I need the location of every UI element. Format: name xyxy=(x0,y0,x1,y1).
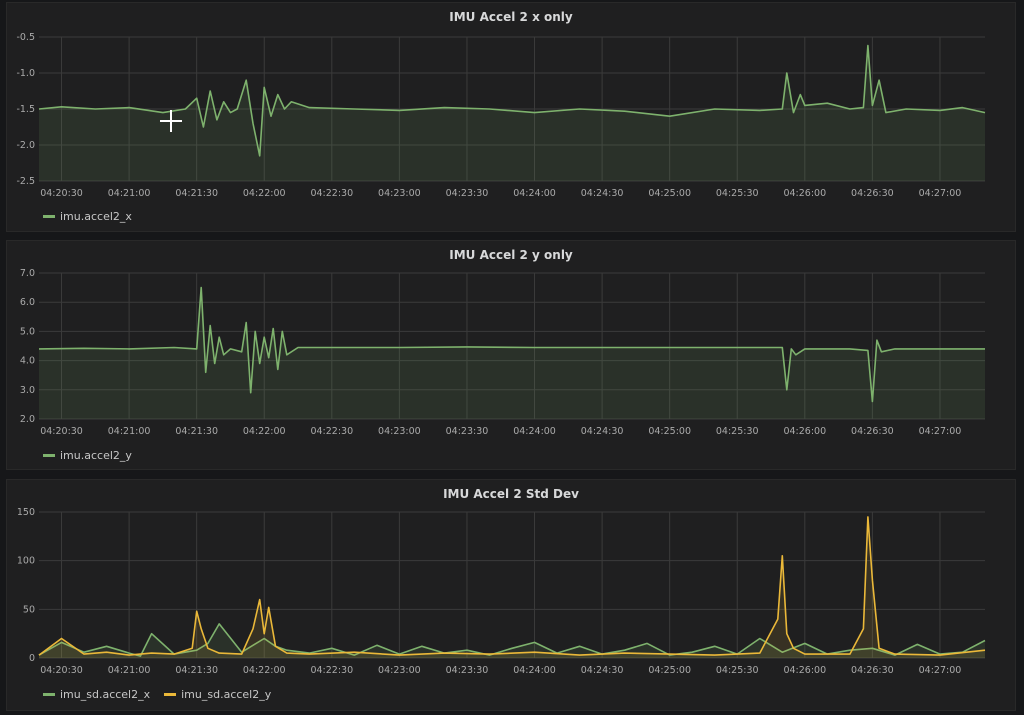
legend-item-sd-accel2-y[interactable]: imu_sd.accel2_y xyxy=(164,688,271,701)
x-tick-label: 04:22:30 xyxy=(310,426,353,437)
x-tick-label: 04:27:00 xyxy=(919,426,962,437)
series-line xyxy=(38,44,986,157)
x-tick-label: 04:24:00 xyxy=(513,188,556,199)
x-tick-label: 04:23:30 xyxy=(446,426,489,437)
y-tick-label: -2.0 xyxy=(16,140,35,151)
panel-accel-x: IMU Accel 2 x only -0.5 -1.0 -1.5 -2.0 -2.5 0… xyxy=(6,2,1016,232)
x-tick-label: 04:22:00 xyxy=(243,665,286,676)
series-area xyxy=(39,516,985,658)
y-tick-label: 0 xyxy=(29,653,35,664)
y-tick-label: 150 xyxy=(17,507,35,518)
x-tick-label: 04:22:00 xyxy=(243,188,286,199)
legend-swatch xyxy=(43,693,55,696)
series-line xyxy=(38,286,985,403)
chart-accel-x: -0.5 -1.0 -1.5 -2.0 -2.5 04:20:30 04:21:00 04:2… xyxy=(16,32,986,199)
x-tick-label: 04:23:00 xyxy=(378,426,421,437)
x-tick-label: 04:23:00 xyxy=(378,188,421,199)
x-tick-label: 04:26:30 xyxy=(851,426,894,437)
x-tick-label: 04:23:30 xyxy=(446,188,489,199)
y-tick-label: -1.0 xyxy=(16,68,35,79)
x-tick-label: 04:21:30 xyxy=(175,426,218,437)
x-tick-label: 04:20:30 xyxy=(40,426,83,437)
panel-title[interactable]: IMU Accel 2 Std Dev xyxy=(443,487,579,501)
series-line xyxy=(38,623,986,657)
y-tick-label: 100 xyxy=(17,556,35,567)
x-tick-label: 04:25:30 xyxy=(716,426,759,437)
x-tick-label: 04:22:30 xyxy=(310,188,353,199)
legend-swatch xyxy=(164,693,177,696)
y-tick-label: 3.0 xyxy=(20,385,35,396)
x-tick-label: 04:27:00 xyxy=(919,188,962,199)
y-tick-label: -0.5 xyxy=(16,32,35,43)
x-tick-label: 04:26:30 xyxy=(851,188,894,199)
x-tick-label: 04:26:00 xyxy=(783,188,826,199)
crosshair-cursor-icon xyxy=(160,110,182,132)
chart-std-dev: 150 100 50 0 04:20:30 04:21:00 04:21:30 04:22:0… xyxy=(17,507,986,676)
x-tick-label: 04:26:00 xyxy=(783,665,826,676)
x-tick-label: 04:22:00 xyxy=(243,426,286,437)
x-tick-label: 04:24:30 xyxy=(581,665,624,676)
y-tick-label: 5.0 xyxy=(20,326,35,337)
panel-title[interactable]: IMU Accel 2 y only xyxy=(449,248,573,262)
legend: imu.accel2_y xyxy=(43,449,132,462)
x-tick-label: 04:25:00 xyxy=(648,188,691,199)
x-tick-label: 04:24:30 xyxy=(581,188,624,199)
x-tick-label: 04:23:30 xyxy=(446,665,489,676)
x-tick-label: 04:21:30 xyxy=(175,188,218,199)
x-tick-label: 04:24:00 xyxy=(513,426,556,437)
panel-std-dev: IMU Accel 2 Std Dev 150 100 50 0 04:20:30 04:… xyxy=(6,479,1016,711)
x-tick-label: 04:24:00 xyxy=(513,665,556,676)
x-tick-label: 04:24:30 xyxy=(581,426,624,437)
y-tick-label: 7.0 xyxy=(20,268,35,279)
x-tick-label: 04:26:30 xyxy=(851,665,894,676)
x-tick-label: 04:21:00 xyxy=(108,188,151,199)
x-tick-label: 04:20:30 xyxy=(40,665,83,676)
legend-label: imu.accel2_y xyxy=(60,449,132,462)
legend-label: imu_sd.accel2_y xyxy=(181,688,272,701)
x-tick-label: 04:27:00 xyxy=(919,665,962,676)
x-tick-label: 04:26:00 xyxy=(783,426,826,437)
x-tick-label: 04:21:00 xyxy=(108,665,151,676)
series-area xyxy=(39,45,985,181)
x-tick-label: 04:23:00 xyxy=(378,665,421,676)
legend: imu.accel2_x xyxy=(43,210,132,223)
legend-item-accel2-y[interactable]: imu.accel2_y xyxy=(43,449,132,462)
x-tick-label: 04:21:30 xyxy=(175,665,218,676)
legend-swatch xyxy=(43,215,55,218)
series-area xyxy=(39,623,985,658)
y-tick-label: 6.0 xyxy=(20,297,35,308)
x-tick-label: 04:22:30 xyxy=(310,665,353,676)
x-tick-label: 04:25:30 xyxy=(716,665,759,676)
y-tick-label: -2.5 xyxy=(16,176,35,187)
legend-label: imu.accel2_x xyxy=(60,210,132,223)
x-tick-label: 04:20:30 xyxy=(40,188,83,199)
panel-accel-y: IMU Accel 2 y only 7.0 6.0 5.0 4.0 3.0 2.0 04:… xyxy=(6,240,1016,470)
legend: imu_sd.accel2_x imu_sd.accel2_y xyxy=(43,688,271,701)
legend-item-sd-accel2-x[interactable]: imu_sd.accel2_x xyxy=(43,688,150,701)
y-tick-label: 2.0 xyxy=(20,414,35,425)
x-tick-label: 04:25:30 xyxy=(716,188,759,199)
legend-label: imu_sd.accel2_x xyxy=(60,688,151,701)
x-tick-label: 04:25:00 xyxy=(648,426,691,437)
x-tick-label: 04:21:00 xyxy=(108,426,151,437)
y-tick-label: 4.0 xyxy=(20,356,35,367)
panel-title[interactable]: IMU Accel 2 x only xyxy=(449,10,573,24)
chart-accel-y: 7.0 6.0 5.0 4.0 3.0 2.0 04:20:30 04:21:00 04:21:… xyxy=(20,268,985,437)
y-tick-label: -1.5 xyxy=(16,104,35,115)
legend-item-accel2-x[interactable]: imu.accel2_x xyxy=(43,210,132,223)
x-tick-label: 04:25:00 xyxy=(648,665,691,676)
y-tick-label: 50 xyxy=(23,604,35,615)
series-line xyxy=(38,516,986,656)
series-area xyxy=(39,287,985,419)
legend-swatch xyxy=(43,454,55,457)
